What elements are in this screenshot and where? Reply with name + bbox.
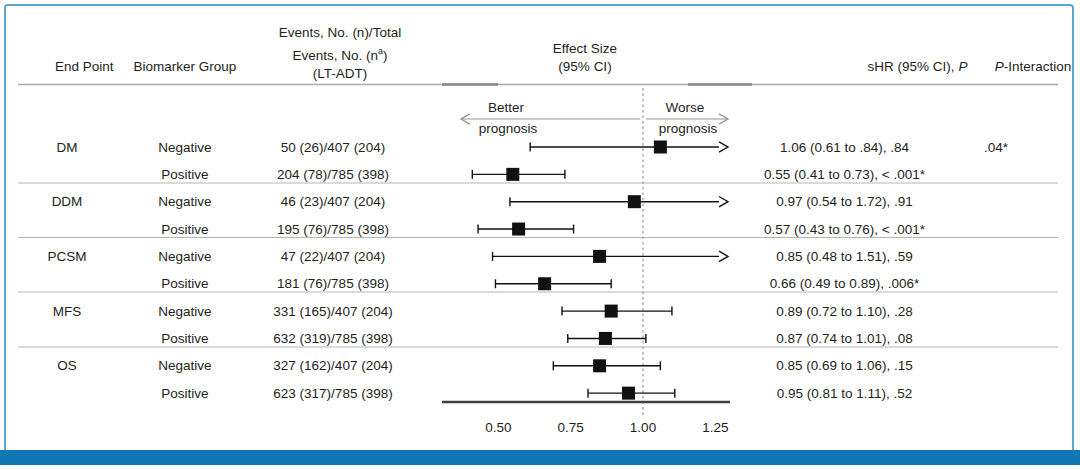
shr-value: 1.06 (0.61 to .84), .84	[742, 139, 947, 156]
estimate-marker	[628, 195, 641, 208]
estimate-marker	[506, 168, 519, 181]
estimate-marker	[538, 277, 551, 290]
x-tick-label: 1.00	[621, 420, 665, 436]
estimate-marker	[593, 250, 606, 263]
events-value: 204 (78)/785 (398)	[243, 166, 423, 183]
end-point-label: MFS	[17, 303, 117, 320]
p-interaction-value	[956, 357, 1036, 374]
biomarker-label: Positive	[135, 166, 235, 183]
bottom-accent-bar	[0, 450, 1080, 465]
events-value: 327 (162)/407 (204)	[243, 357, 423, 374]
estimate-marker	[654, 141, 667, 154]
shr-value: 0.97 (0.54 to 1.72), .91	[742, 193, 947, 210]
estimate-marker	[512, 223, 525, 236]
shr-value: 0.87 (0.74 to 1.01), .08	[742, 330, 947, 347]
p-interaction-value	[956, 385, 1036, 402]
end-point-label	[17, 221, 117, 238]
estimate-marker	[593, 359, 606, 372]
end-point-label	[17, 275, 117, 292]
biomarker-label: Negative	[135, 193, 235, 210]
p-interaction-value	[956, 303, 1036, 320]
events-value: 623 (317)/785 (398)	[243, 385, 423, 402]
end-point-label: DM	[17, 139, 117, 156]
biomarker-label: Negative	[135, 139, 235, 156]
biomarker-label: Negative	[135, 248, 235, 265]
shr-value: 0.89 (0.72 to 1.10), .28	[742, 303, 947, 320]
end-point-label: DDM	[17, 193, 117, 210]
forest-plot-figure: End Point Biomarker Group Events, No. (n…	[0, 0, 1080, 470]
x-tick-label: 0.50	[476, 420, 520, 436]
biomarker-label: Positive	[135, 221, 235, 238]
p-interaction-value	[956, 248, 1036, 265]
x-tick-label: 1.25	[693, 420, 737, 436]
estimate-marker	[622, 387, 635, 400]
estimate-marker	[605, 305, 618, 318]
shr-value: 0.55 (0.41 to 0.73), < .001*	[742, 166, 947, 183]
shr-value: 0.85 (0.69 to 1.06), .15	[742, 357, 947, 374]
ci-right-arrowhead-icon	[719, 197, 728, 207]
events-value: 46 (23)/407 (204)	[243, 193, 423, 210]
end-point-label: OS	[17, 357, 117, 374]
shr-value: 0.57 (0.43 to 0.76), < .001*	[742, 221, 947, 238]
biomarker-label: Negative	[135, 303, 235, 320]
end-point-label	[17, 330, 117, 347]
p-interaction-value	[956, 166, 1036, 183]
events-value: 50 (26)/407 (204)	[243, 139, 423, 156]
events-value: 181 (76)/785 (398)	[243, 275, 423, 292]
x-tick-label: 0.75	[549, 420, 593, 436]
events-value: 195 (76)/785 (398)	[243, 221, 423, 238]
biomarker-label: Negative	[135, 357, 235, 374]
p-interaction-value	[956, 193, 1036, 210]
biomarker-label: Positive	[135, 275, 235, 292]
end-point-label	[17, 166, 117, 183]
events-value: 632 (319)/785 (398)	[243, 330, 423, 347]
shr-value: 0.66 (0.49 to 0.89), .006*	[742, 275, 947, 292]
end-point-label	[17, 385, 117, 402]
estimate-marker	[599, 332, 612, 345]
end-point-label: PCSM	[17, 248, 117, 265]
shr-value: 0.85 (0.48 to 1.51), .59	[742, 248, 947, 265]
p-interaction-value	[956, 275, 1036, 292]
ci-right-arrowhead-icon	[719, 142, 728, 152]
biomarker-label: Positive	[135, 330, 235, 347]
p-interaction-value	[956, 221, 1036, 238]
events-value: 47 (22)/407 (204)	[243, 248, 423, 265]
biomarker-label: Positive	[135, 385, 235, 402]
ci-right-arrowhead-icon	[719, 251, 728, 261]
events-value: 331 (165)/407 (204)	[243, 303, 423, 320]
p-interaction-value	[956, 330, 1036, 347]
p-interaction-value: .04*	[956, 139, 1036, 156]
shr-value: 0.95 (0.81 to 1.11), .52	[742, 385, 947, 402]
